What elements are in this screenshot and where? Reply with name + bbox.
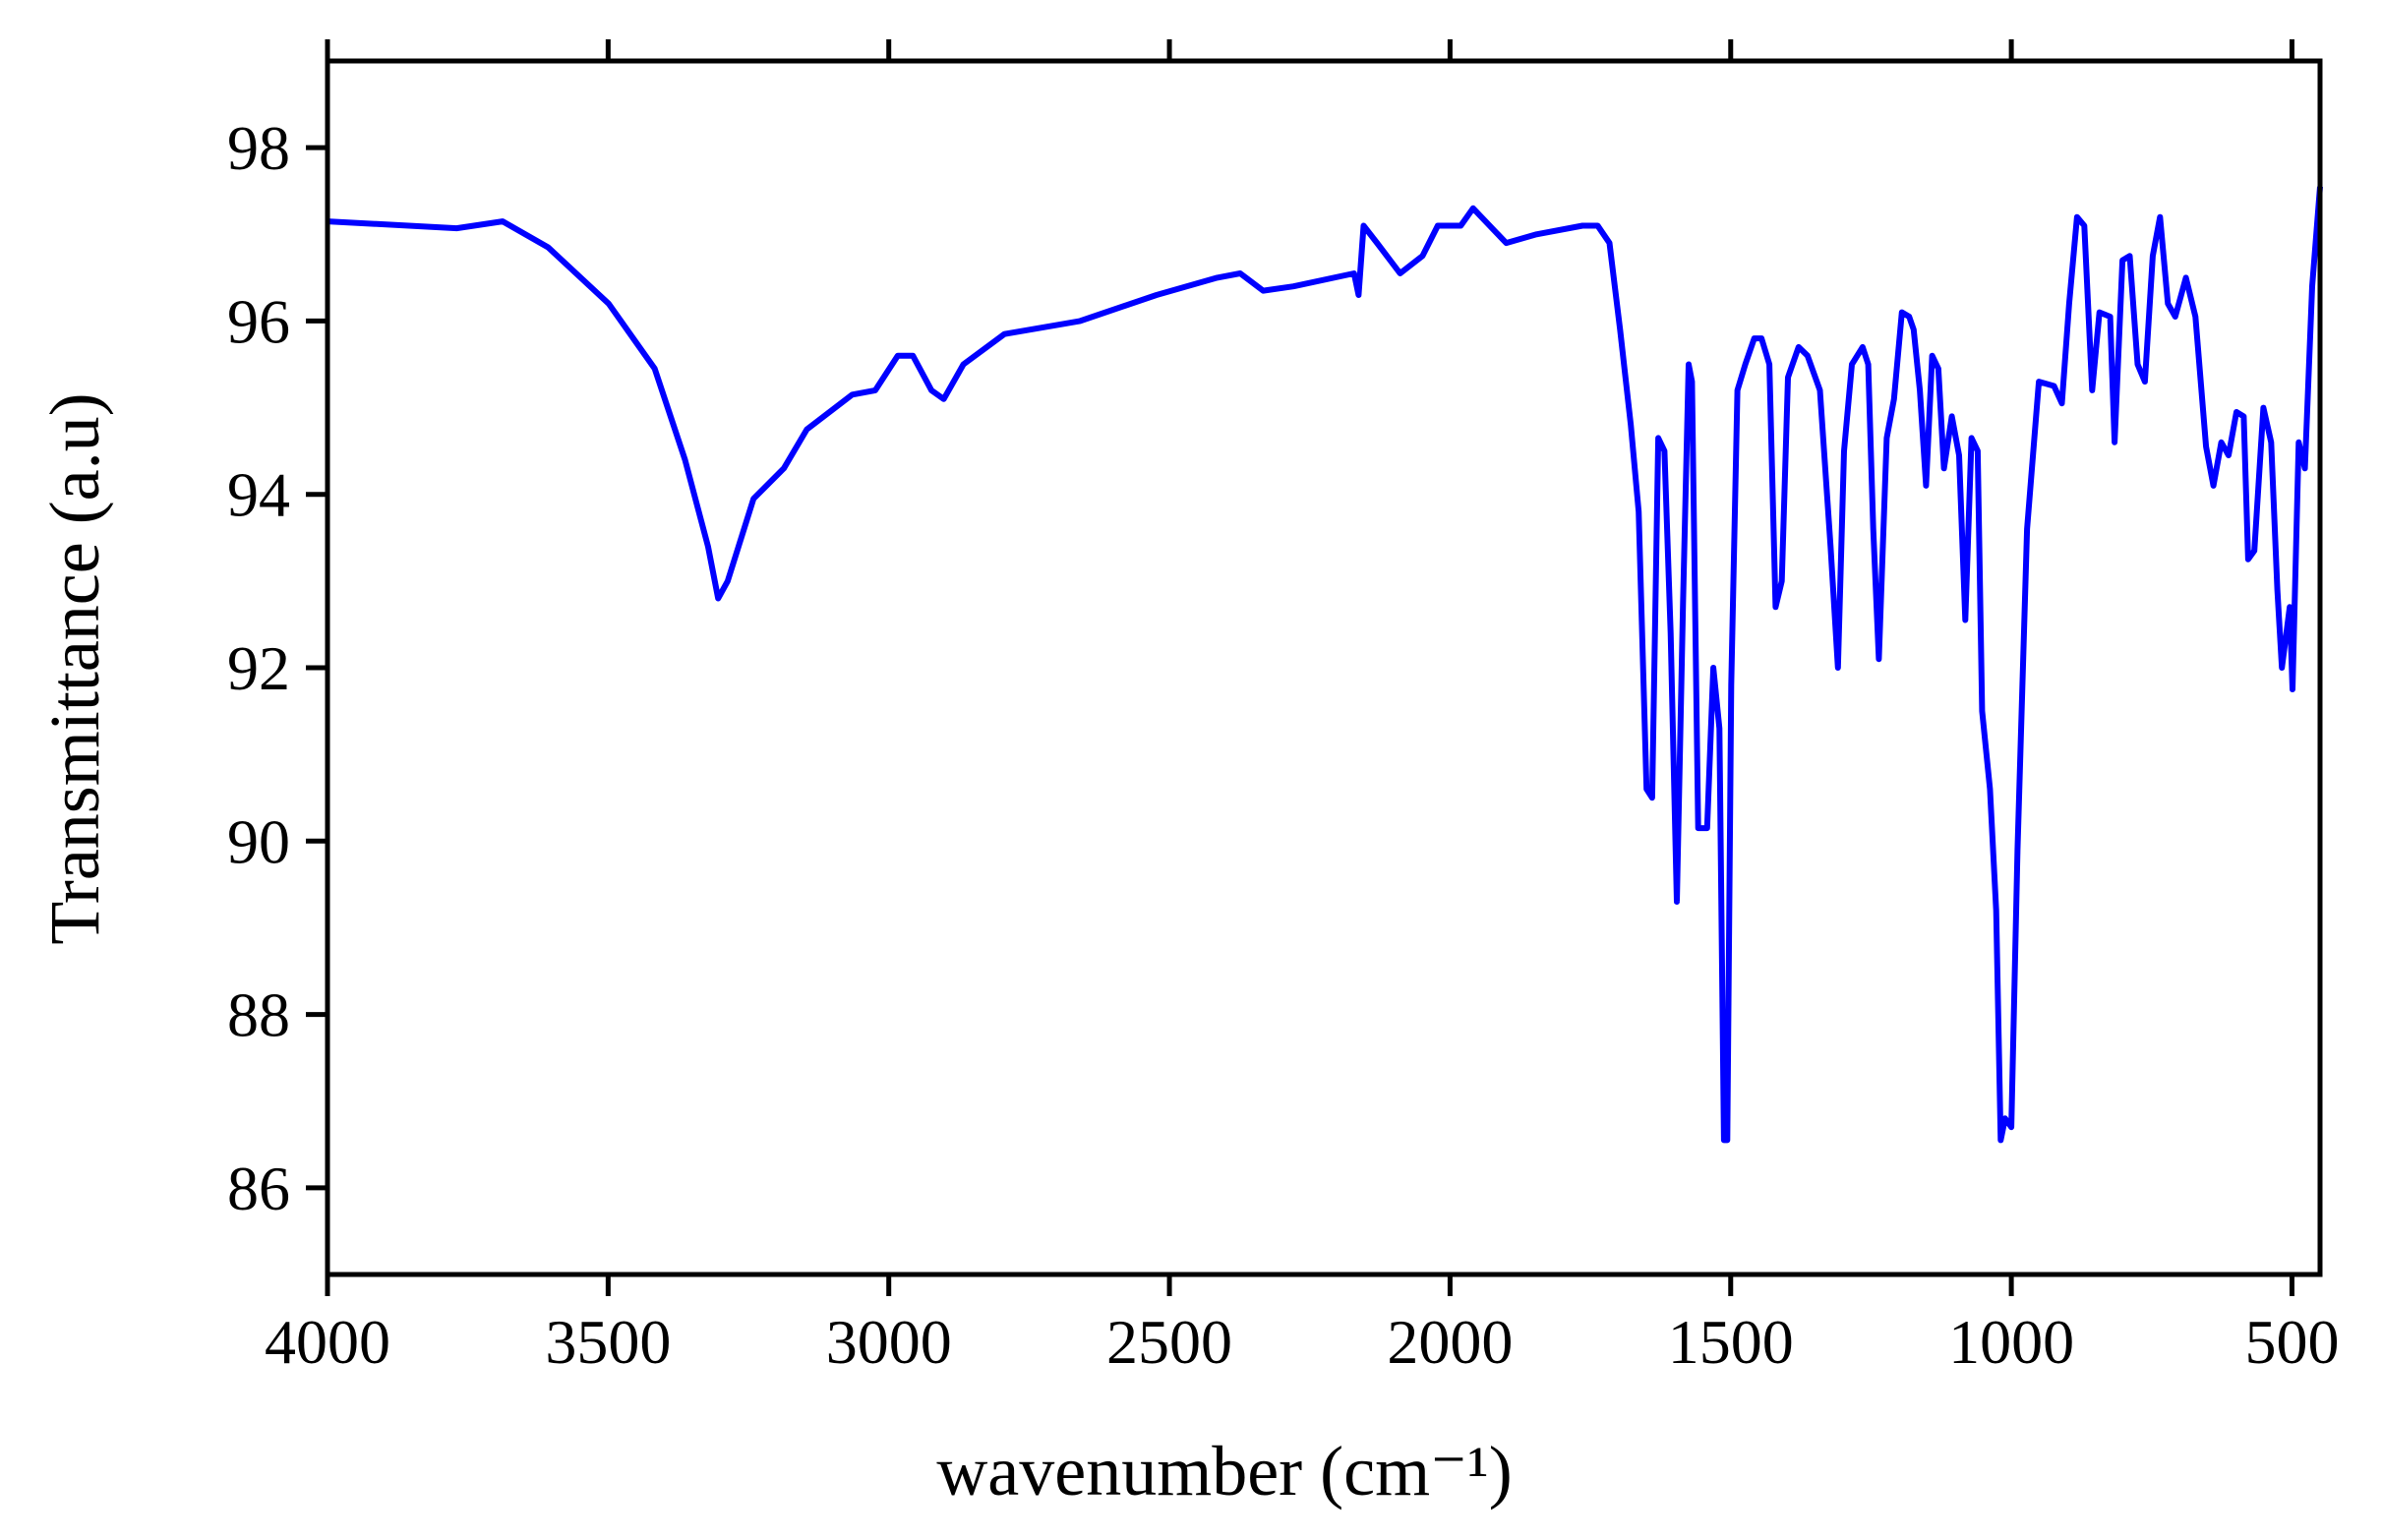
y-tick-label: 88 <box>227 980 290 1050</box>
y-tick-label: 94 <box>227 460 290 530</box>
y-tick-label: 92 <box>227 633 290 703</box>
y-tick-label: 98 <box>227 113 290 183</box>
x-tick-label: 1500 <box>1668 1307 1794 1377</box>
x-axis-label: wavenumber (cm⁻¹) <box>936 1432 1512 1510</box>
x-tick-label: 2000 <box>1387 1307 1513 1377</box>
x-tick-label: 500 <box>2244 1307 2339 1377</box>
y-tick-label: 86 <box>227 1154 290 1223</box>
spectrum-line <box>327 186 2323 1144</box>
x-tick-label: 1000 <box>1948 1307 2074 1377</box>
x-tick-label: 3500 <box>545 1307 671 1377</box>
y-tick-label: 96 <box>227 286 290 356</box>
x-tick-label: 2500 <box>1106 1307 1232 1377</box>
plot-frame <box>325 58 2323 1277</box>
y-axis-label: Transmittance (a.u) <box>35 392 114 944</box>
x-tick-label: 4000 <box>265 1307 390 1377</box>
y-tick-label: 90 <box>227 806 290 876</box>
x-tick-label: 3000 <box>826 1307 952 1377</box>
